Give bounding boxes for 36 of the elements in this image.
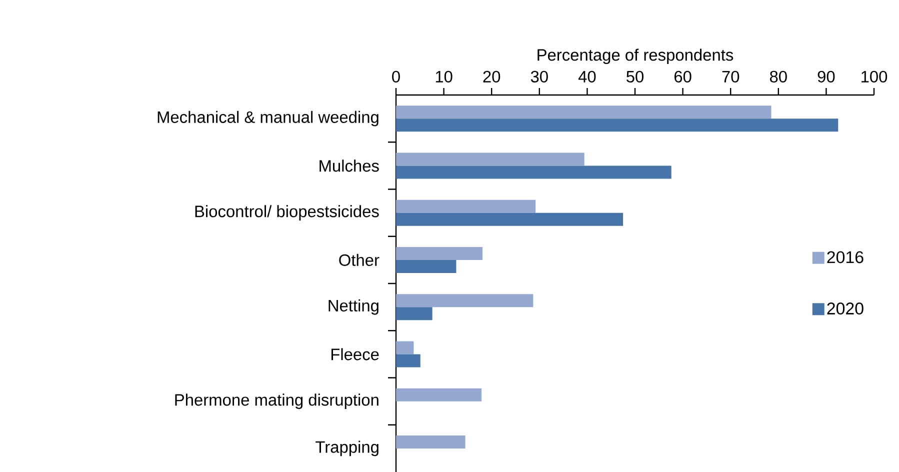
bar bbox=[396, 152, 584, 166]
bar bbox=[396, 388, 482, 402]
x-tick-label: 40 bbox=[578, 70, 596, 82]
x-tick-label: 80 bbox=[770, 70, 787, 82]
y-tick-label: Other bbox=[339, 254, 380, 266]
bar bbox=[396, 260, 456, 273]
y-tick-label: Netting bbox=[328, 299, 378, 315]
x-tick-label: 60 bbox=[674, 70, 692, 82]
x-axis-title: Percentage of respondents bbox=[538, 48, 734, 64]
bar bbox=[396, 307, 432, 320]
bar bbox=[396, 341, 414, 354]
x-tick-label: 10 bbox=[436, 70, 452, 82]
bar bbox=[396, 435, 466, 448]
x-tick-label: 90 bbox=[818, 70, 835, 82]
x-tick-label: 20 bbox=[483, 70, 500, 82]
bar bbox=[396, 200, 536, 213]
x-tick-label: 70 bbox=[722, 70, 740, 82]
bar bbox=[396, 246, 483, 260]
bar bbox=[396, 212, 624, 226]
bar bbox=[396, 118, 838, 132]
x-tick-label: 50 bbox=[626, 70, 644, 82]
x-tick-label: 0 bbox=[392, 70, 400, 82]
y-tick-label: Trapping bbox=[316, 440, 378, 456]
y-tick-label: Phermone mating disruption bbox=[175, 394, 378, 409]
x-tick-label: 30 bbox=[530, 70, 548, 82]
legend-label: 2016 bbox=[827, 251, 864, 264]
legend-label: 2020 bbox=[827, 302, 864, 314]
y-tick-label: Fleece bbox=[331, 348, 379, 360]
x-tick-label: 100 bbox=[862, 70, 888, 82]
bar bbox=[396, 354, 420, 368]
y-tick-label: Biocontrol/ biopestsicides bbox=[195, 205, 379, 220]
bar bbox=[396, 294, 534, 308]
bar bbox=[396, 106, 772, 119]
y-tick-label: Mechanical & manual weeding bbox=[158, 110, 378, 126]
bar bbox=[396, 166, 672, 179]
y-tick-label: Mulches bbox=[320, 160, 379, 172]
